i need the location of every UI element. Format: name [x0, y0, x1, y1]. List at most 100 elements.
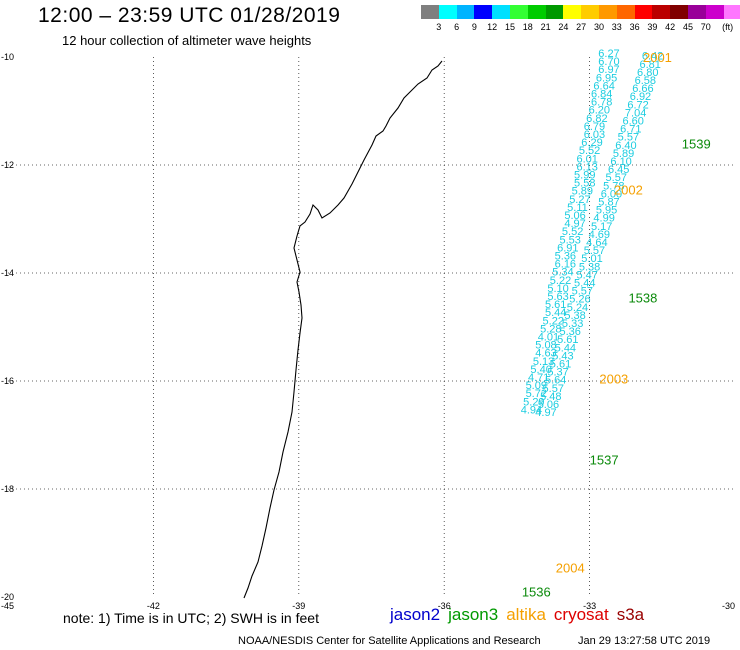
swh-value: 5.24 [567, 302, 588, 314]
color-swatch-17 [723, 5, 740, 19]
swh-value: 6.45 [608, 164, 629, 176]
swh-value: 5.22 [543, 315, 564, 327]
lon-tick-label: -39 [292, 601, 305, 611]
color-swatch-10 [598, 5, 617, 19]
color-scale-tick: 39 [647, 22, 658, 32]
swh-value: 5.44 [545, 307, 566, 319]
swh-value: 5.28 [540, 323, 561, 335]
pass-time-label: 2004 [556, 560, 585, 575]
swh-value: 5.63 [547, 291, 568, 303]
swh-value: 5.13 [533, 356, 554, 368]
altimeter-tracks: 6.276.706.976.956.646.846.786.206.826.79… [521, 48, 711, 600]
swh-value: 5.57 [543, 383, 564, 395]
swh-value: 6.42 [642, 51, 663, 63]
color-scale-tick: 45 [682, 22, 694, 32]
swh-value: 5.09 [526, 380, 547, 392]
swh-value: 5.11 [567, 202, 588, 214]
color-scale-tick: 24 [558, 22, 569, 32]
lon-tick-label: -36 [438, 601, 451, 611]
swh-value: 6.80 [637, 67, 658, 79]
swh-value: 6.70 [598, 56, 619, 68]
swh-value: 5.43 [552, 350, 573, 362]
swh-value: 6.29 [581, 137, 602, 149]
color-swatch-3 [474, 5, 493, 19]
swh-value: 5.95 [596, 205, 617, 217]
lat-tick-label: -12 [1, 160, 14, 170]
color-swatch-2 [456, 5, 475, 19]
map-subtitle: 12 hour collection of altimeter wave hei… [62, 33, 312, 48]
pass-time-label: 1536 [522, 585, 551, 600]
color-scale-tick: 12 [487, 22, 498, 32]
color-swatch-12 [634, 5, 653, 19]
swh-value: 6.82 [586, 113, 607, 125]
pass-time-label: 2002 [614, 182, 643, 197]
lat-tick-label: -20 [1, 592, 14, 602]
swh-value: 5.26 [569, 294, 590, 306]
color-scale-tick: 42 [665, 22, 676, 32]
color-swatch-14 [670, 5, 688, 19]
swh-value: 5.37 [547, 367, 568, 379]
swh-value: 6.10 [610, 156, 631, 168]
swh-value: 7.04 [625, 107, 646, 119]
color-scale-tick: 27 [576, 22, 587, 32]
swh-value: 6.79 [584, 121, 605, 133]
swh-value: 4.97 [564, 218, 585, 230]
swh-value: 5.48 [540, 391, 561, 403]
color-swatch-6 [527, 5, 546, 19]
map-axis-labels: -10 -12 -14 -16 -18 -20-45 -42 -39 -36 -33 -30 [1, 52, 735, 611]
swh-value: 5.99 [574, 170, 595, 182]
pass-time-label: 1538 [628, 290, 657, 305]
swh-value: 5.57 [606, 172, 627, 184]
swh-value: 5.61 [545, 299, 566, 311]
swh-value: 4.63 [535, 348, 556, 360]
swh-value: 5.89 [572, 186, 593, 198]
swh-value: 6.84 [591, 89, 612, 101]
swh-value: 6.92 [630, 91, 651, 103]
swh-value: 4.94 [521, 404, 542, 416]
lat-tick-label: -16 [1, 376, 14, 386]
pass-time-label: 1539 [682, 136, 711, 151]
swh-value: 6.81 [639, 59, 660, 71]
color-swatch-8 [563, 5, 582, 19]
mission-s3a: s3a [616, 605, 645, 624]
pass-time-label: 2001 [643, 50, 672, 65]
coastline [243, 60, 443, 599]
color-swatch-4 [492, 5, 510, 19]
swh-value: 5.36 [560, 326, 581, 338]
swh-value: 5.08 [535, 340, 556, 352]
swh-value: 6.03 [584, 129, 605, 141]
swh-value: 6.71 [620, 124, 641, 136]
swh-value: 6.72 [627, 99, 648, 111]
swh-value: 5.52 [579, 145, 600, 157]
mission-cryosat: cryosat [553, 605, 609, 624]
color-scale-tick: 6 [454, 22, 460, 32]
mission-jason2: jason2 [390, 605, 441, 624]
swh-value: 4.99 [593, 213, 614, 225]
swh-value: 5.52 [562, 226, 583, 238]
swh-value: 5.10 [547, 283, 568, 295]
swh-value: 5.17 [591, 221, 612, 233]
mission-altika: altika [506, 605, 546, 624]
swh-value: 5.47 [576, 269, 597, 281]
footer-note: note: 1) Time is in UTC; 2) SWH is in fe… [63, 610, 319, 626]
color-scale-labels: 3 6 9 12 15 18 21 24 27 30 33 36 39 42 45 70 (ft) [421, 22, 740, 34]
swh-value: 5.72 [526, 388, 547, 400]
swh-value: 5.61 [550, 359, 571, 371]
lon-tick-label: -45 [1, 601, 14, 611]
swh-value: 4.64 [586, 237, 607, 249]
color-scale-tick: 18 [522, 22, 533, 32]
color-swatch-11 [616, 5, 635, 19]
swh-value: 6.40 [615, 140, 636, 152]
swh-value: 5.38 [564, 310, 585, 322]
swh-value: 5.06 [564, 210, 585, 222]
color-scale-unit: (ft) [722, 22, 734, 32]
generated-timestamp: Jan 29 13:27:58 UTC 2019 [578, 635, 711, 647]
map-title: 12:00 – 23:59 UTC 01/28/2019 [38, 4, 341, 27]
color-scale-tick: 36 [629, 22, 640, 32]
credit-text: NOAA/NESDIS Center for Satellite Applica… [238, 635, 541, 647]
color-swatch-16 [705, 5, 724, 19]
swh-value: 5.34 [552, 267, 573, 279]
color-swatch-5 [509, 5, 528, 19]
swh-value: 5.87 [598, 197, 619, 209]
swh-value: 5.89 [613, 148, 634, 160]
